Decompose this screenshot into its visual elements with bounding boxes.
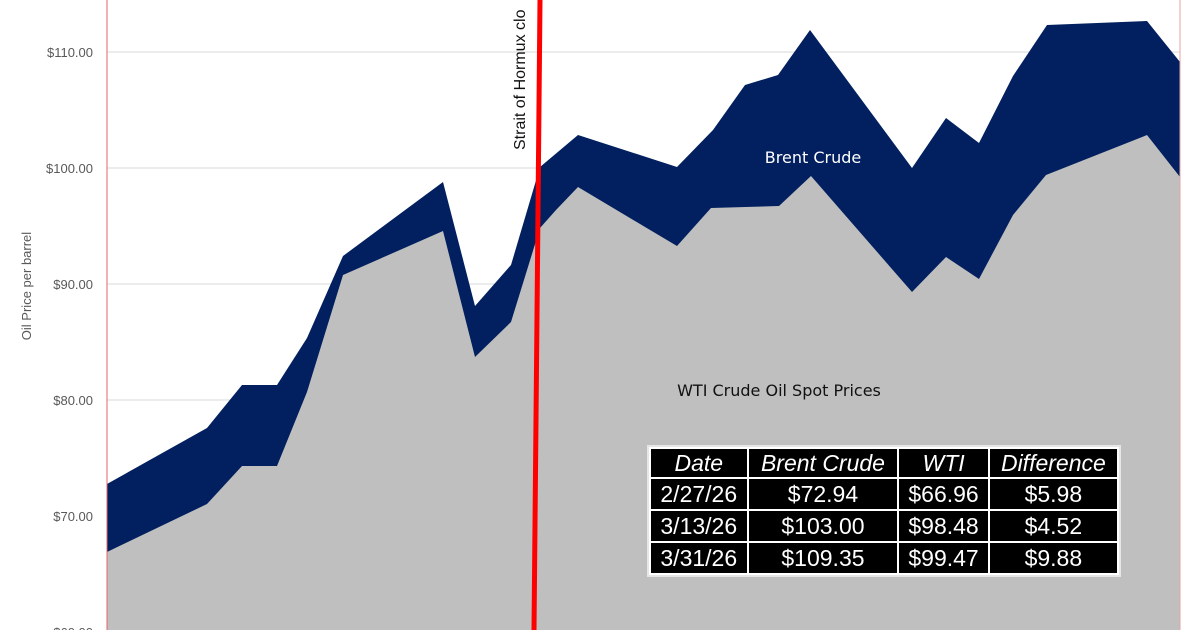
cell-wti: $98.48	[899, 511, 988, 541]
cell-brent: $72.94	[748, 479, 898, 509]
cell-date: 3/13/26	[651, 511, 747, 541]
y-tick-90: $90.00	[53, 277, 93, 292]
wti-crude-label: WTI Crude Oil Spot Prices	[677, 381, 881, 400]
cell-wti: $99.47	[899, 543, 988, 573]
cell-brent: $103.00	[748, 511, 898, 541]
y-tick-60: $60.00	[53, 625, 93, 630]
y-tick-110: $110.00	[47, 45, 93, 60]
y-tick-80: $80.00	[53, 393, 93, 408]
summary-table: Date Brent Crude WTI Difference 2/27/26 …	[649, 447, 1119, 575]
table-row: 3/13/26 $103.00 $98.48 $4.52	[651, 511, 1117, 541]
cell-difference: $5.98	[989, 479, 1117, 509]
cell-brent: $109.35	[748, 543, 898, 573]
header-date: Date	[651, 449, 747, 477]
hormuz-event-line	[531, 0, 543, 630]
header-difference: Difference	[989, 449, 1117, 477]
hormuz-event-label: Strait of Hormux clo	[512, 9, 529, 150]
header-wti: WTI	[899, 449, 988, 477]
y-axis-ticks: $110.00 $100.00 $90.00 $80.00 $70.00 $60…	[46, 45, 93, 630]
table-header-row: Date Brent Crude WTI Difference	[651, 449, 1117, 477]
price-summary-table: Date Brent Crude WTI Difference 2/27/26 …	[647, 445, 1121, 577]
y-tick-100: $100.00	[46, 161, 93, 176]
header-brent: Brent Crude	[748, 449, 898, 477]
cell-date: 3/31/26	[651, 543, 747, 573]
y-axis-title: Oil Price per barrel	[19, 232, 34, 340]
cell-difference: $9.88	[989, 543, 1117, 573]
cell-wti: $66.96	[899, 479, 988, 509]
y-tick-70: $70.00	[53, 509, 93, 524]
cell-difference: $4.52	[989, 511, 1117, 541]
cell-date: 2/27/26	[651, 479, 747, 509]
table-row: 3/31/26 $109.35 $99.47 $9.88	[651, 543, 1117, 573]
table-row: 2/27/26 $72.94 $66.96 $5.98	[651, 479, 1117, 509]
brent-crude-label: Brent Crude	[765, 148, 861, 167]
